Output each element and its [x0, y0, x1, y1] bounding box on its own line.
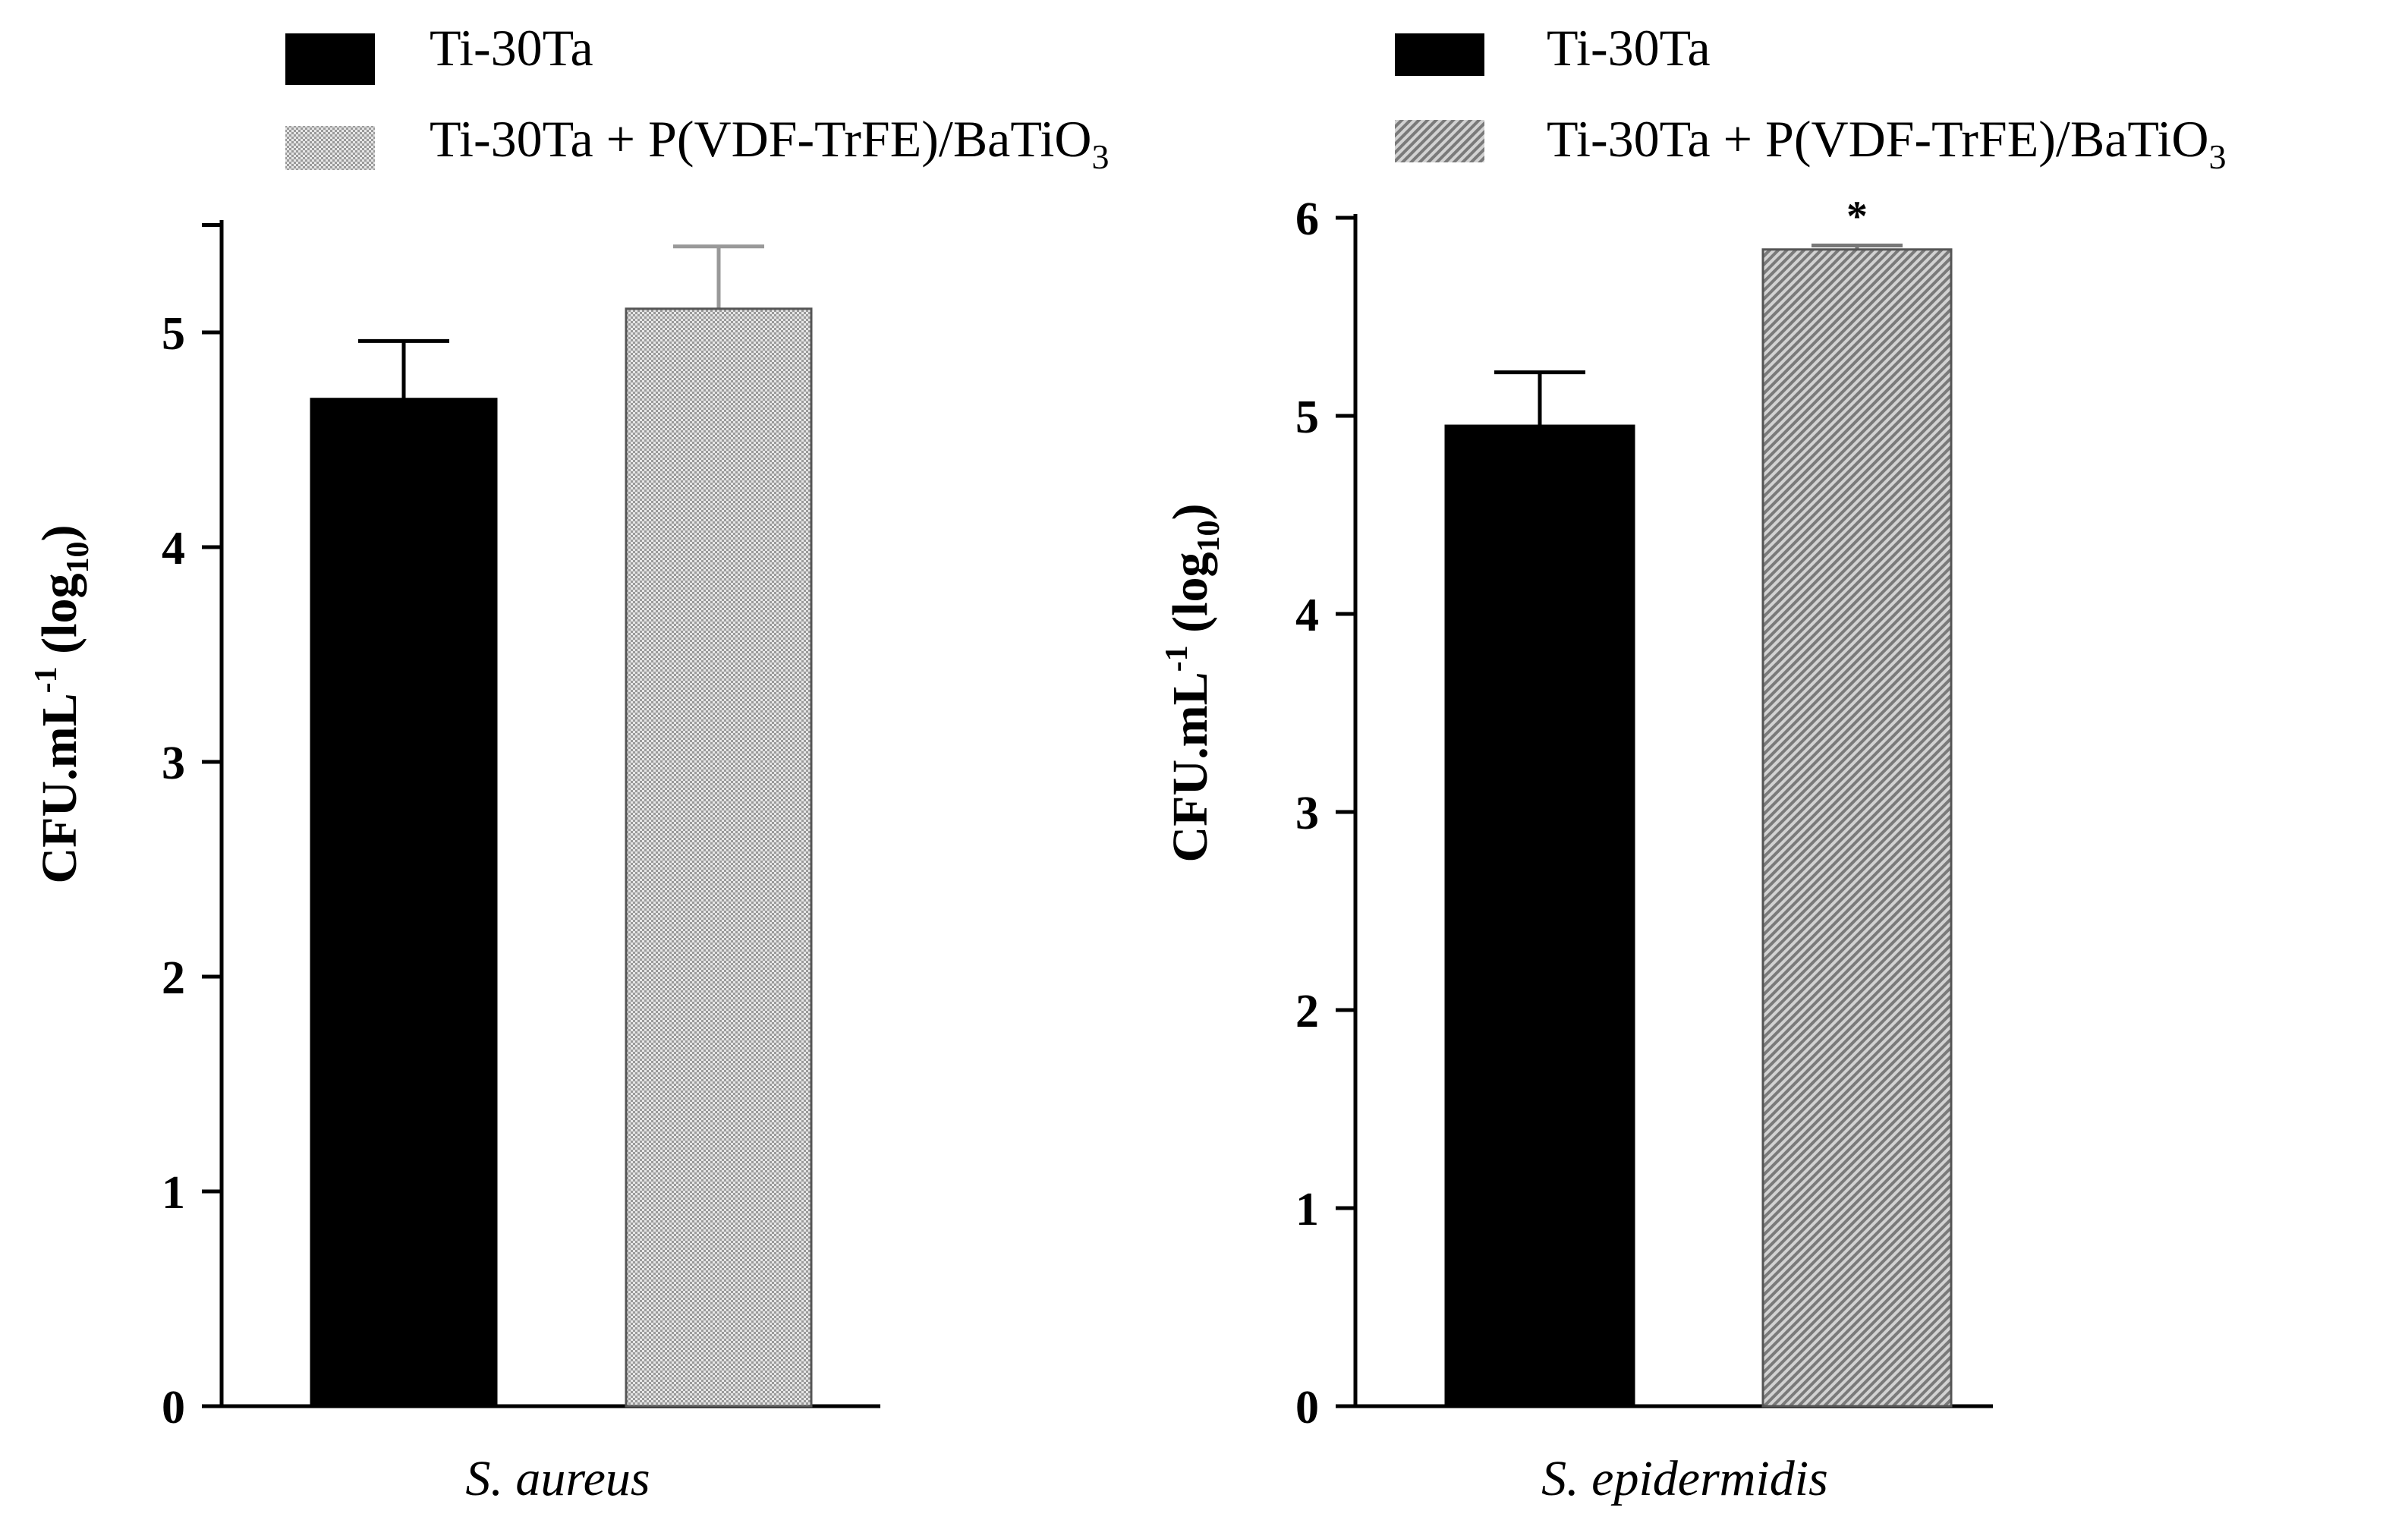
- bars: *: [1444, 194, 1953, 1408]
- legend-swatch-ti30ta: [1395, 33, 1484, 76]
- legend-swatch-coated: [1395, 120, 1484, 162]
- bar: [310, 398, 498, 1408]
- bars: [310, 244, 813, 1408]
- y-tick-label: 3: [162, 738, 185, 789]
- y-tick-label: 2: [1295, 986, 1319, 1037]
- y-tick-label: 1: [1295, 1184, 1319, 1235]
- y-axis-label: CFU.mL-1 (log10): [29, 525, 96, 884]
- y-tick-label: 0: [1295, 1382, 1319, 1433]
- y-ticks: 0 1 2 3 4 5 6: [1295, 194, 1355, 1433]
- legend-swatch-coated: [285, 126, 375, 170]
- chart-panel-epidermidis: Ti-30Ta Ti-30Ta + P(VDF-TrFE)/BaTiO3 CFU…: [1160, 19, 2227, 1506]
- x-axis-label: S. epidermidis: [1541, 1451, 1828, 1506]
- bar: [1761, 248, 1953, 1408]
- y-tick-label: 4: [162, 523, 185, 574]
- y-tick-label: 5: [162, 308, 185, 360]
- x-axis-label: S. aureus: [465, 1451, 650, 1506]
- y-tick-label: 2: [162, 952, 185, 1004]
- y-tick-label: 6: [1295, 194, 1319, 245]
- bar: [625, 307, 813, 1408]
- legend: Ti-30Ta Ti-30Ta + P(VDF-TrFE)/BaTiO3: [285, 19, 1110, 176]
- y-axis-label: CFU.mL-1 (log10): [1160, 504, 1226, 863]
- y-tick-label: 5: [1295, 392, 1319, 443]
- chart-panel-aureus: Ti-30Ta Ti-30Ta + P(VDF-TrFE)/BaTiO3 CFU…: [29, 19, 1110, 1506]
- y-tick-label: 1: [162, 1167, 185, 1219]
- y-tick-label: 0: [162, 1382, 185, 1433]
- y-ticks: 0 1 2 3 4 5: [162, 223, 222, 1433]
- y-tick-label: 3: [1295, 788, 1319, 839]
- significance-star: *: [1846, 194, 1868, 241]
- legend-label-ti30ta: Ti-30Ta: [430, 19, 593, 77]
- legend-label-coated: Ti-30Ta + P(VDF-TrFE)/BaTiO3: [1547, 110, 2227, 176]
- legend-swatch-ti30ta: [285, 33, 375, 85]
- bar: [1444, 424, 1635, 1408]
- legend: Ti-30Ta Ti-30Ta + P(VDF-TrFE)/BaTiO3: [1395, 19, 2227, 176]
- legend-label-coated: Ti-30Ta + P(VDF-TrFE)/BaTiO3: [430, 110, 1110, 176]
- legend-label-ti30ta: Ti-30Ta: [1547, 19, 1711, 77]
- y-tick-label: 4: [1295, 590, 1319, 641]
